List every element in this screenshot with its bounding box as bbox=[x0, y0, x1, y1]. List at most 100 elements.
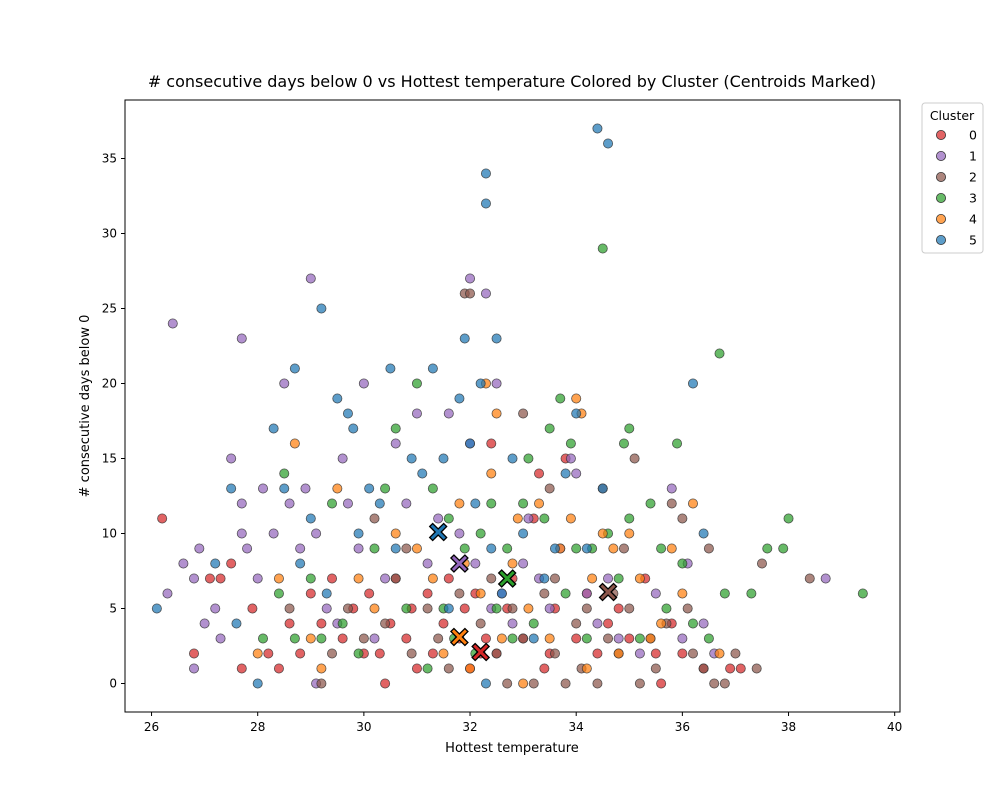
point-cluster-5 bbox=[427, 363, 438, 374]
point-cluster-1 bbox=[242, 543, 253, 554]
point-cluster-2 bbox=[491, 648, 502, 659]
point-cluster-5 bbox=[443, 603, 454, 614]
point-cluster-0 bbox=[295, 648, 306, 659]
centroid-marker-1 bbox=[450, 554, 469, 573]
point-cluster-5 bbox=[417, 468, 428, 479]
point-cluster-5 bbox=[226, 483, 237, 494]
point-cluster-0 bbox=[725, 663, 736, 674]
y-tick-label: 5 bbox=[109, 602, 117, 616]
point-cluster-2 bbox=[401, 543, 412, 554]
point-cluster-1 bbox=[167, 318, 178, 329]
point-cluster-2 bbox=[358, 633, 369, 644]
point-cluster-0 bbox=[427, 648, 438, 659]
point-cluster-0 bbox=[305, 588, 316, 599]
point-cluster-3 bbox=[560, 588, 571, 599]
x-tick-label: 38 bbox=[781, 720, 796, 734]
x-tick-label: 26 bbox=[144, 720, 159, 734]
point-cluster-4 bbox=[714, 648, 725, 659]
point-cluster-3 bbox=[507, 633, 518, 644]
point-cluster-0 bbox=[603, 618, 614, 629]
y-tick-label: 15 bbox=[102, 452, 117, 466]
point-cluster-1 bbox=[581, 588, 592, 599]
legend-marker-0 bbox=[936, 129, 947, 140]
point-cluster-2 bbox=[581, 603, 592, 614]
point-cluster-0 bbox=[592, 648, 603, 659]
point-cluster-4 bbox=[523, 603, 534, 614]
point-cluster-4 bbox=[571, 393, 582, 404]
point-cluster-2 bbox=[475, 618, 486, 629]
y-tick-label: 20 bbox=[102, 377, 117, 391]
point-cluster-0 bbox=[539, 663, 550, 674]
point-cluster-0 bbox=[656, 678, 667, 689]
point-cluster-4 bbox=[411, 543, 422, 554]
point-cluster-0 bbox=[204, 573, 215, 584]
point-cluster-3 bbox=[661, 603, 672, 614]
point-cluster-2 bbox=[730, 648, 741, 659]
point-cluster-4 bbox=[353, 573, 364, 584]
point-cluster-2 bbox=[650, 663, 661, 674]
point-cluster-1 bbox=[236, 498, 247, 509]
point-cluster-4 bbox=[656, 618, 667, 629]
point-cluster-5 bbox=[549, 543, 560, 554]
point-cluster-5 bbox=[316, 303, 327, 314]
point-cluster-2 bbox=[560, 678, 571, 689]
point-cluster-4 bbox=[634, 573, 645, 584]
point-cluster-0 bbox=[247, 603, 258, 614]
point-cluster-1 bbox=[523, 513, 534, 524]
point-cluster-2 bbox=[539, 588, 550, 599]
centroids-layer bbox=[428, 522, 618, 662]
point-cluster-2 bbox=[603, 633, 614, 644]
point-cluster-1 bbox=[465, 273, 476, 284]
point-cluster-1 bbox=[491, 378, 502, 389]
point-cluster-5 bbox=[348, 423, 359, 434]
legend-marker-2 bbox=[936, 171, 947, 182]
point-cluster-3 bbox=[778, 543, 789, 554]
point-cluster-1 bbox=[311, 528, 322, 539]
point-cluster-3 bbox=[645, 498, 656, 509]
point-cluster-3 bbox=[565, 438, 576, 449]
point-cluster-1 bbox=[544, 603, 555, 614]
y-tick-label: 0 bbox=[109, 677, 117, 691]
point-cluster-1 bbox=[236, 333, 247, 344]
point-cluster-1 bbox=[199, 618, 210, 629]
point-cluster-4 bbox=[597, 528, 608, 539]
point-cluster-4 bbox=[608, 543, 619, 554]
point-cluster-3 bbox=[459, 543, 470, 554]
point-cluster-0 bbox=[273, 663, 284, 674]
legend-label-0: 0 bbox=[969, 128, 977, 143]
point-cluster-3 bbox=[571, 543, 582, 554]
point-cluster-4 bbox=[369, 603, 380, 614]
point-cluster-4 bbox=[544, 633, 555, 644]
point-cluster-1 bbox=[189, 663, 200, 674]
point-cluster-0 bbox=[486, 438, 497, 449]
point-cluster-0 bbox=[157, 513, 168, 524]
point-cluster-3 bbox=[337, 618, 348, 629]
point-cluster-5 bbox=[231, 618, 242, 629]
legend-label-4: 4 bbox=[969, 212, 977, 227]
point-cluster-3 bbox=[703, 633, 714, 644]
point-cluster-4 bbox=[465, 663, 476, 674]
point-cluster-0 bbox=[215, 573, 226, 584]
points-layer bbox=[151, 123, 868, 689]
point-cluster-2 bbox=[406, 648, 417, 659]
point-cluster-0 bbox=[284, 618, 295, 629]
point-cluster-3 bbox=[475, 528, 486, 539]
point-cluster-2 bbox=[544, 483, 555, 494]
point-cluster-3 bbox=[857, 588, 868, 599]
point-cluster-2 bbox=[316, 678, 327, 689]
point-cluster-2 bbox=[443, 663, 454, 674]
point-cluster-2 bbox=[433, 633, 444, 644]
x-tick-label: 28 bbox=[250, 720, 265, 734]
point-cluster-3 bbox=[369, 543, 380, 554]
point-cluster-4 bbox=[305, 633, 316, 644]
point-cluster-0 bbox=[337, 633, 348, 644]
point-cluster-5 bbox=[491, 333, 502, 344]
point-cluster-3 bbox=[486, 498, 497, 509]
point-cluster-3 bbox=[677, 558, 688, 569]
point-cluster-1 bbox=[470, 558, 481, 569]
y-axis-label: # consecutive days below 0 bbox=[78, 315, 93, 498]
point-cluster-2 bbox=[465, 288, 476, 299]
point-cluster-1 bbox=[820, 573, 831, 584]
point-cluster-4 bbox=[587, 573, 598, 584]
point-cluster-5 bbox=[385, 363, 396, 374]
